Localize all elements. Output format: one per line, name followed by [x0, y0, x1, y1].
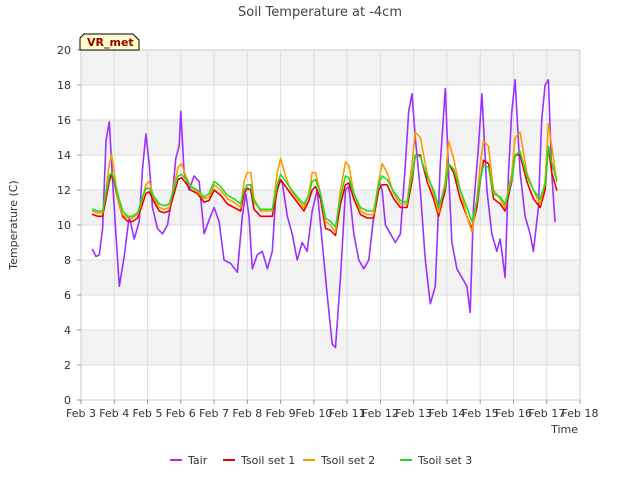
background-band: [81, 120, 580, 155]
y-tick-label: 14: [57, 149, 71, 162]
x-tick-label: Feb 5: [133, 407, 163, 420]
legend-label-tsoil-set-2: Tsoil set 2: [320, 454, 375, 467]
y-tick-label: 2: [64, 359, 71, 372]
background-band: [81, 50, 580, 85]
background-band: [81, 365, 580, 400]
series-line-tsoil-set-3: [91, 145, 558, 228]
background-band: [81, 155, 580, 190]
legend: Tair Tsoil set 1 Tsoil set 2 Tsoil set 3: [170, 454, 472, 467]
x-tick-label: Feb 11: [329, 407, 366, 420]
chart-title: Soil Temperature at -4cm: [238, 5, 402, 20]
series-line-tsoil-set-2: [91, 122, 558, 233]
legend-label-tair: Tair: [187, 454, 208, 467]
y-tick-label: 20: [57, 44, 71, 57]
x-tick-label: Feb 7: [199, 407, 229, 420]
y-tick-label: 8: [64, 254, 71, 267]
x-tick-label: Feb 15: [462, 407, 499, 420]
series-line-tair: [91, 79, 556, 349]
x-tick-label: Feb 14: [428, 407, 465, 420]
y-axis-ticks: 0 2 4 6 8 10 12 14 16 18 20: [57, 44, 81, 407]
y-tick-label: 6: [64, 289, 71, 302]
legend-label-tsoil-set-1: Tsoil set 1: [240, 454, 295, 467]
y-axis-label: Temperature (C): [7, 180, 20, 270]
y-tick-label: 16: [57, 114, 71, 127]
y-tick-label: 18: [57, 79, 71, 92]
y-tick-label: 10: [57, 219, 71, 232]
series-layer: [91, 79, 558, 349]
legend-label-tsoil-set-3: Tsoil set 3: [417, 454, 472, 467]
x-axis-ticks: Feb 3 Feb 4 Feb 5 Feb 6 Feb 7 Feb 8 Feb 9 Feb 1…: [66, 400, 598, 420]
x-tick-label: Feb 16: [495, 407, 532, 420]
x-tick-label: Feb 3: [66, 407, 96, 420]
x-tick-label: Feb 10: [295, 407, 332, 420]
y-tick-label: 4: [64, 324, 71, 337]
background-band: [81, 85, 580, 120]
station-badge-label: VR_met: [87, 36, 134, 49]
x-tick-label: Feb 12: [362, 407, 399, 420]
x-tick-label: Feb 13: [395, 407, 432, 420]
background-bands: [81, 50, 580, 400]
y-tick-label: 12: [57, 184, 71, 197]
station-badge: VR_met: [79, 33, 140, 51]
x-tick-label: Feb 4: [99, 407, 129, 420]
x-tick-label: Feb 17: [528, 407, 565, 420]
x-tick-label: Feb 9: [266, 407, 296, 420]
background-band: [81, 330, 580, 365]
x-tick-label: Feb 8: [232, 407, 262, 420]
background-band: [81, 260, 580, 295]
x-axis-label: Time: [550, 423, 578, 436]
x-tick-label: Feb 6: [166, 407, 196, 420]
y-tick-label: 0: [64, 394, 71, 407]
x-tick-label: Feb 18: [562, 407, 599, 420]
